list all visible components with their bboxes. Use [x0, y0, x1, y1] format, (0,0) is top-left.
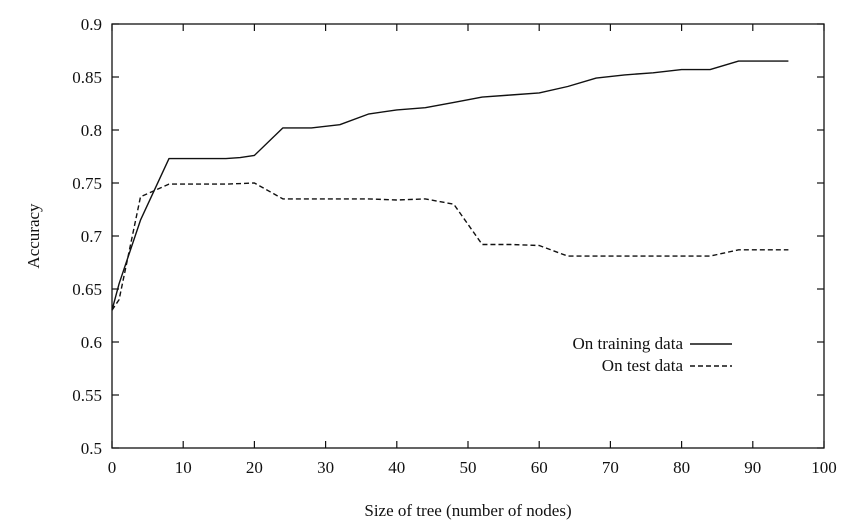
x-tick-label: 60 — [531, 458, 548, 477]
legend-label-test: On test data — [602, 356, 684, 375]
legend-label-training: On training data — [573, 334, 684, 353]
x-tick-label: 80 — [673, 458, 690, 477]
y-tick-label: 0.5 — [81, 439, 102, 458]
series-line-training — [111, 60, 789, 311]
y-tick-label: 0.9 — [81, 15, 102, 34]
x-tick-label: 50 — [460, 458, 477, 477]
x-tick-label: 30 — [317, 458, 334, 477]
y-tick-label: 0.55 — [72, 386, 102, 405]
x-tick-label: 40 — [388, 458, 405, 477]
y-tick-label: 0.75 — [72, 174, 102, 193]
x-tick-label: 10 — [175, 458, 192, 477]
x-tick-label: 100 — [811, 458, 837, 477]
y-axis-title: Accuracy — [24, 203, 43, 269]
plot-frame — [111, 23, 825, 449]
x-tick-label: 0 — [108, 458, 117, 477]
y-tick-label: 0.85 — [72, 68, 102, 87]
y-axis-ticks: 0.5 0.55 0.6 0.65 0.7 0.75 0.8 0.85 0.9 — [72, 15, 824, 458]
series-line-test — [111, 182, 789, 311]
y-tick-label: 0.7 — [81, 227, 103, 246]
x-tick-label: 20 — [246, 458, 263, 477]
y-tick-label: 0.8 — [81, 121, 102, 140]
x-axis-title: Size of tree (number of nodes) — [364, 501, 571, 520]
y-tick-label: 0.65 — [72, 280, 102, 299]
x-tick-label: 90 — [744, 458, 761, 477]
x-axis-ticks: 0 10 20 30 40 50 60 70 80 90 100 — [108, 24, 837, 477]
y-tick-label: 0.6 — [81, 333, 102, 352]
series-layer — [111, 60, 789, 311]
x-tick-label: 70 — [602, 458, 619, 477]
legend: On training data On test data — [573, 334, 732, 375]
